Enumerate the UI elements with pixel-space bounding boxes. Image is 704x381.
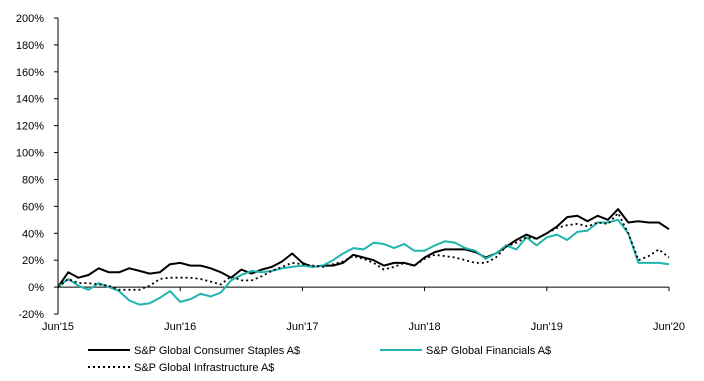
legend-label-0: S&P Global Consumer Staples A$ xyxy=(134,345,300,357)
series-layer xyxy=(57,208,670,306)
x-tick-label: Jun'18 xyxy=(409,321,441,333)
y-tick-label: 80% xyxy=(22,174,44,186)
y-tick-label: 60% xyxy=(22,201,44,213)
x-tick-label: Jun'19 xyxy=(531,321,563,333)
y-axis: -20% 0% 20% 40% 60% 80% 100% 120% 140% 160% 180% 20… xyxy=(16,13,59,321)
y-tick-label: -20% xyxy=(18,309,44,321)
y-tick-label: 160% xyxy=(16,67,44,79)
legend: S&P Global Consumer Staples A$ S&P Global… xyxy=(88,345,551,374)
series-line-2 xyxy=(57,212,670,291)
y-tick-label: 20% xyxy=(22,255,44,267)
x-tick-label: Jun'15 xyxy=(42,321,74,333)
y-tick-label: 100% xyxy=(16,148,44,160)
y-tick-label: 0% xyxy=(28,282,44,294)
legend-label-2: S&P Global Infrastructure A$ xyxy=(134,362,274,374)
x-tick-label: Jun'17 xyxy=(286,321,318,333)
x-axis: Jun'15 Jun'16 Jun'17 Jun'18 Jun'19 Jun'20 xyxy=(42,286,685,333)
y-tick-label: 120% xyxy=(16,121,44,133)
y-tick-label: 140% xyxy=(16,94,44,106)
series-line-0 xyxy=(57,208,670,288)
y-tick-label: 180% xyxy=(16,40,44,52)
y-tick-label: 200% xyxy=(16,13,44,25)
legend-label-1: S&P Global Financials A$ xyxy=(426,345,551,357)
x-tick-label: Jun'16 xyxy=(164,321,196,333)
series-line-1 xyxy=(57,218,670,306)
x-tick-label: Jun'20 xyxy=(653,321,685,333)
y-tick-label: 40% xyxy=(22,228,44,240)
